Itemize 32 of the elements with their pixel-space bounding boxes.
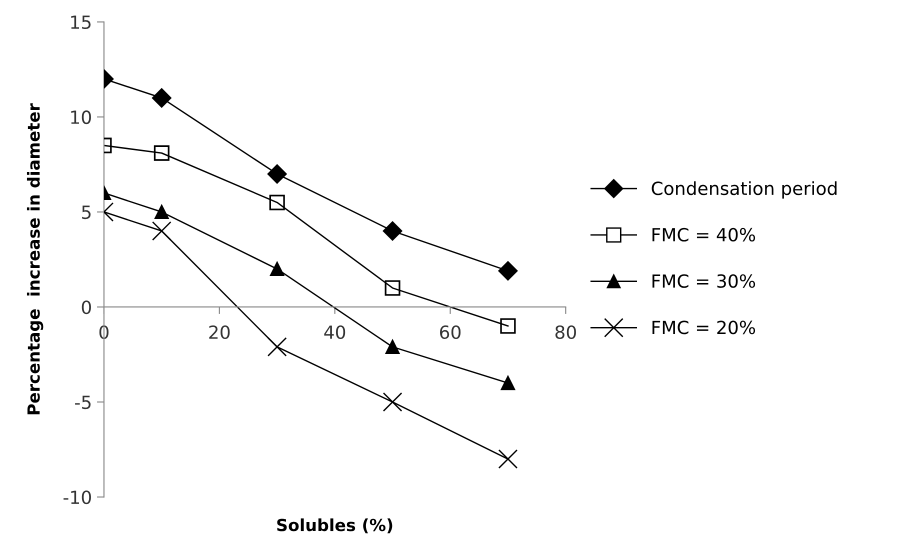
legend-label: Condensation period <box>652 181 837 199</box>
y-tick-label: 10 <box>71 110 91 124</box>
point <box>154 145 170 161</box>
point <box>500 318 516 334</box>
point <box>269 194 285 210</box>
point <box>498 261 518 281</box>
point <box>382 221 402 241</box>
point <box>267 337 287 357</box>
point <box>498 449 518 469</box>
y-tick-label: -5 <box>75 396 91 410</box>
y-tick-label: 15 <box>71 16 91 30</box>
point <box>267 164 287 184</box>
point <box>385 340 400 354</box>
point <box>154 204 169 220</box>
point <box>382 392 402 412</box>
y-tick-label: -10 <box>64 490 91 504</box>
y-axis-title: Percentage increase in diameter <box>26 103 44 414</box>
point <box>152 88 172 108</box>
y-tick-label: 5 <box>82 206 91 220</box>
x-axis-title: Solubles (%) <box>277 518 392 534</box>
legend-label: FMC = 40% <box>652 228 756 242</box>
point <box>152 221 172 241</box>
x-tick-label: 20 <box>209 325 230 340</box>
point <box>500 376 516 390</box>
x-tick-label: 60 <box>440 325 461 340</box>
legend-label: FMC = 30% <box>652 274 756 288</box>
x-tick-label: 40 <box>324 325 346 340</box>
point <box>384 280 400 296</box>
point <box>270 262 284 276</box>
y-tick-label: 0 <box>82 300 91 314</box>
x-tick-label: 80 <box>555 325 576 340</box>
legend-label: FMC = 20% <box>652 320 756 334</box>
